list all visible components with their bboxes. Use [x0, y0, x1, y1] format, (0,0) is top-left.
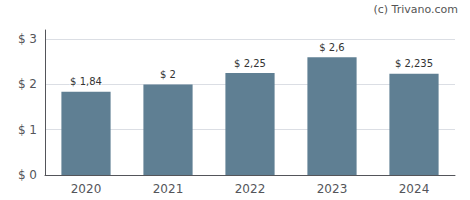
svg-text:$ 1,84: $ 1,84 — [70, 76, 102, 87]
svg-text:$ 2: $ 2 — [18, 77, 37, 91]
svg-text:2021: 2021 — [153, 182, 184, 196]
svg-text:2020: 2020 — [71, 182, 102, 196]
svg-text:$ 2,235: $ 2,235 — [395, 58, 433, 69]
svg-text:$ 2: $ 2 — [160, 69, 176, 80]
svg-text:2022: 2022 — [235, 182, 266, 196]
svg-text:$ 3: $ 3 — [18, 32, 37, 46]
svg-text:2023: 2023 — [317, 182, 348, 196]
svg-text:$ 0: $ 0 — [18, 168, 37, 182]
svg-text:$ 2,6: $ 2,6 — [319, 42, 344, 53]
svg-text:$ 2,25: $ 2,25 — [234, 58, 266, 69]
svg-text:$ 1: $ 1 — [18, 123, 37, 137]
svg-text:(c) Trivano.com: (c) Trivano.com — [373, 3, 458, 16]
svg-text:2024: 2024 — [399, 182, 430, 196]
